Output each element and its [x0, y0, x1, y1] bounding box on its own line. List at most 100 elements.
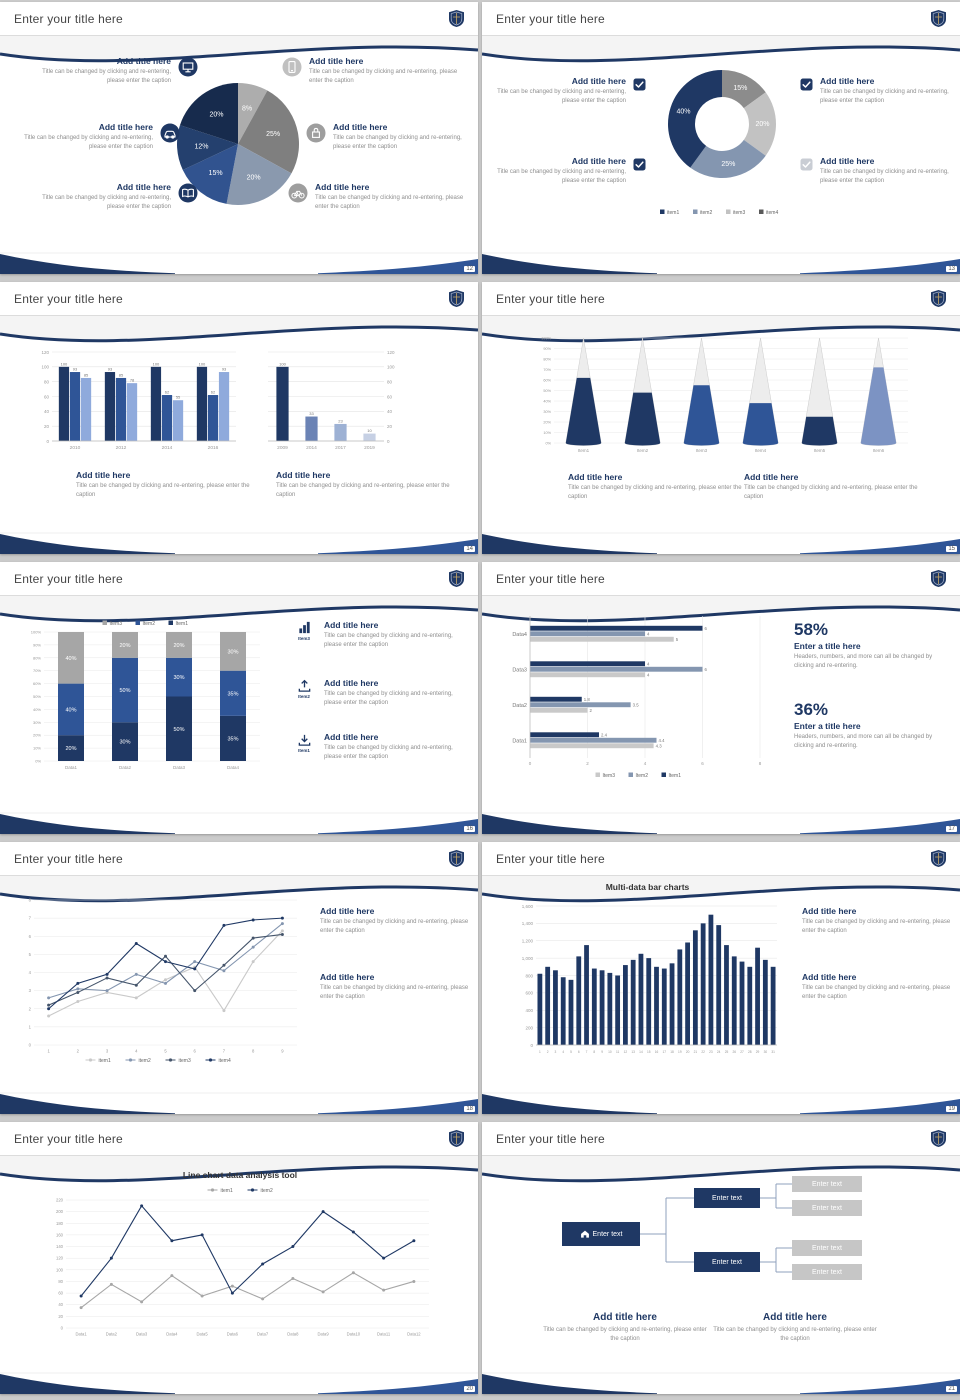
svg-text:Item3: Item3 — [603, 773, 616, 779]
svg-text:item4: item4 — [766, 210, 778, 216]
svg-text:Data3: Data3 — [173, 765, 186, 770]
corner-decoration — [0, 1092, 478, 1114]
block-caption: Title can be changed by clicking and re-… — [324, 745, 453, 760]
block-caption: Title can be changed by clicking and re-… — [309, 69, 458, 84]
svg-text:6: 6 — [705, 626, 708, 631]
svg-text:40%: 40% — [543, 400, 551, 404]
feature-block: Add title here Title can be changed by cl… — [320, 972, 470, 1002]
diagram-leaf-node: Enter text — [792, 1240, 862, 1256]
stat-value: 36% — [794, 700, 829, 719]
svg-text:50%: 50% — [119, 688, 130, 694]
checkbox-icon — [633, 158, 646, 171]
node-label: Enter text — [812, 1204, 842, 1212]
svg-text:1,200: 1,200 — [522, 939, 534, 944]
slide-title: Enter your title here — [14, 11, 123, 26]
svg-text:80%: 80% — [543, 358, 551, 362]
stat-caption: Headers, numbers, and more can all be ch… — [794, 654, 933, 669]
slide-18[interactable]: Enter your title here 0 1 2 3 4 5 6 7 8 1 2 3 4 5 6 7 8 9… — [0, 842, 478, 1114]
feature-block: Add title here Title can be changed by cl… — [288, 182, 466, 212]
slide-14[interactable]: Enter your title here 0 20 40 60 80 100 120 201… — [0, 282, 478, 554]
slide-17[interactable]: Enter your title here 0 2 4 6 8 Data4 6 4 5 Data3… — [482, 562, 960, 834]
line-chart: 0 1 2 3 4 5 6 7 8 1 2 3 4 5 6 7 8 9 item1 item2 item3 item4 — [10, 894, 305, 1064]
svg-text:1: 1 — [29, 1024, 32, 1029]
checkbox-icon — [800, 158, 813, 171]
page-number: 13 — [946, 266, 957, 272]
svg-text:600: 600 — [525, 991, 533, 996]
download-icon — [298, 734, 310, 746]
diagram-root-node: Enter text — [562, 1222, 640, 1246]
svg-text:40: 40 — [44, 409, 50, 414]
feature-block: Add title here Title can be changed by cl… — [282, 56, 462, 86]
page-number: 15 — [946, 546, 957, 552]
pie-chart: 8% 25% 20% 15% 12% 20% — [176, 82, 300, 206]
svg-text:200: 200 — [56, 1209, 64, 1214]
list-item: Item3 Add title here Title can be changed… — [292, 620, 470, 650]
s4_cone-svg: 0% 10% 20% 30% 40% 50% 60% 70% 80% 90% 100% Item1 It… — [541, 337, 908, 453]
corner-decoration — [482, 1372, 960, 1394]
svg-text:20: 20 — [686, 1050, 690, 1054]
svg-text:Data9: Data9 — [318, 1332, 330, 1337]
block-caption: Title can be changed by clicking and re-… — [802, 985, 951, 1000]
svg-text:70%: 70% — [33, 668, 41, 673]
slide-13[interactable]: Enter your title here 15% 20% 25% 40% item1 i… — [482, 2, 960, 274]
svg-text:27: 27 — [740, 1050, 744, 1054]
svg-text:100: 100 — [41, 365, 49, 370]
slide-16[interactable]: Enter your title here Item3 Item2 Item1 0% 1… — [0, 562, 478, 834]
chart-title: Line chart data analysis tool — [182, 1170, 298, 1180]
block-caption: Title can be changed by clicking and re-… — [320, 985, 469, 1000]
svg-text:50%: 50% — [543, 389, 551, 393]
svg-text:item1: item1 — [667, 210, 679, 216]
svg-text:0: 0 — [387, 439, 390, 444]
s5_stack-svg: Item3 Item2 Item1 0% 10% 20% 30% 40% 50% 60% 70% 80… — [31, 620, 260, 770]
block-title: Add title here — [309, 56, 364, 66]
slide-21[interactable]: Enter your title here Enter text Enter t… — [482, 1122, 960, 1394]
svg-text:5: 5 — [29, 952, 32, 957]
slide-12[interactable]: Enter your title here 8% 25% 20% 15% 12% 20% … — [0, 2, 478, 274]
corner-decoration — [0, 812, 478, 834]
svg-text:8: 8 — [593, 1050, 595, 1054]
svg-text:item3: item3 — [733, 210, 745, 216]
corner-decoration — [0, 252, 478, 274]
svg-text:Data4: Data4 — [227, 765, 240, 770]
block-title: Add title here — [116, 182, 171, 192]
block-caption: Title can be changed by clicking and re-… — [820, 89, 949, 104]
svg-text:15: 15 — [647, 1050, 651, 1054]
svg-text:4: 4 — [644, 761, 647, 766]
s7_line-svg: 0 1 2 3 4 5 6 7 8 1 2 3 4 5 6 7 8 9 item1 item2 item3 item4 — [29, 898, 297, 1064]
svg-text:25%: 25% — [266, 131, 280, 138]
slide-title: Enter your title here — [14, 571, 123, 586]
svg-text:Data6: Data6 — [227, 1332, 239, 1337]
checkbox-icon — [633, 78, 646, 91]
svg-text:40: 40 — [387, 409, 393, 414]
monitor-icon — [178, 57, 198, 77]
svg-text:Item1: Item1 — [669, 773, 682, 779]
svg-text:15%: 15% — [209, 170, 223, 177]
slide-header: Enter your title here — [0, 562, 478, 596]
university-logo-icon — [449, 290, 464, 307]
svg-text:40%: 40% — [33, 707, 41, 712]
slide-20[interactable]: Enter your title here Line chart data an… — [0, 1122, 478, 1394]
svg-text:100: 100 — [199, 361, 206, 366]
university-logo-icon — [449, 850, 464, 867]
lock-icon — [306, 123, 326, 143]
svg-text:7: 7 — [223, 1049, 226, 1054]
svg-text:0: 0 — [29, 1043, 32, 1048]
bar-chart-icon — [298, 621, 310, 634]
svg-text:35%: 35% — [227, 736, 238, 742]
slide-19[interactable]: Enter your title here Multi-data bar cha… — [482, 842, 960, 1114]
diagram-leaf-node: Enter text — [792, 1200, 862, 1216]
svg-text:1,000: 1,000 — [522, 956, 534, 961]
single-bar-chart: 0 20 40 60 80 100 120 2009 2014 2017 2019 100 33 23 10 — [260, 342, 412, 454]
block-caption: Title can be changed by clicking and re-… — [713, 1327, 877, 1342]
corner-decoration — [482, 1092, 960, 1114]
item-icon-group: Item1 — [292, 732, 316, 762]
svg-text:2.4: 2.4 — [601, 732, 608, 737]
svg-text:Item1: Item1 — [176, 621, 189, 627]
svg-text:4: 4 — [647, 672, 650, 677]
diagram-node: Enter text — [694, 1252, 760, 1272]
slide-15[interactable]: Enter your title here 0% 10% 20% 30% 40% 50% 6… — [482, 282, 960, 554]
org-diagram: Enter text Enter text Enter text Enter t… — [554, 1176, 884, 1296]
svg-text:4: 4 — [29, 970, 32, 975]
svg-text:Data1: Data1 — [512, 738, 527, 744]
block-title: Add title here — [802, 972, 857, 982]
